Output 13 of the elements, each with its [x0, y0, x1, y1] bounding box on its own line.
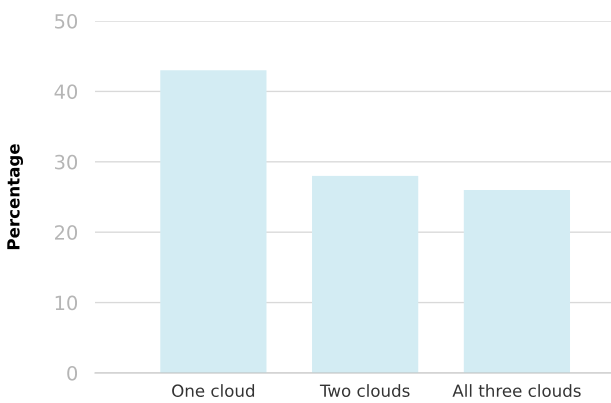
y-tick-label: 10 — [56, 296, 78, 310]
y-tick-label: 50 — [55, 14, 78, 29]
x-tick-label: All three clouds — [452, 384, 581, 398]
x-tick-label: One cloud — [172, 384, 254, 398]
y-axis-title: Percentage — [7, 144, 24, 250]
bar — [464, 190, 570, 373]
bar — [160, 70, 266, 373]
bar — [312, 176, 418, 373]
y-tick-label: 0 — [67, 366, 78, 381]
y-tick-label: 40 — [54, 84, 78, 100]
y-tick-label: 30 — [55, 154, 78, 170]
x-tick-label: Two clouds — [320, 384, 410, 398]
y-tick-label: 20 — [55, 225, 78, 240]
